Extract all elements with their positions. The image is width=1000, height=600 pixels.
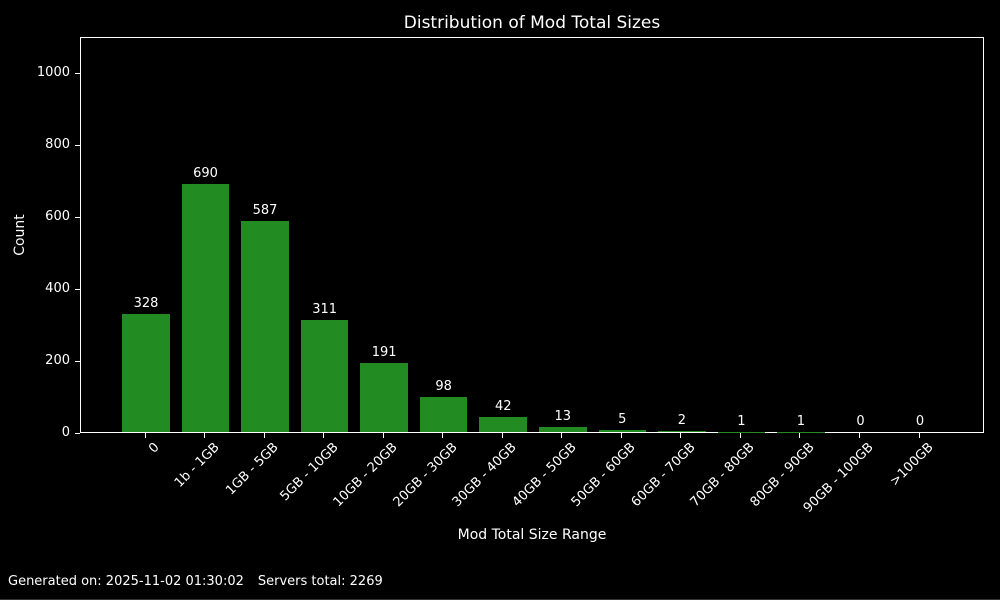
- y-tick: [75, 288, 80, 290]
- x-tick: [561, 433, 563, 438]
- x-tick: [858, 433, 860, 438]
- x-tick: [680, 433, 682, 438]
- x-tick: [382, 433, 384, 438]
- bar-value-label: 1: [737, 413, 746, 429]
- x-tick: [263, 433, 265, 438]
- y-tick-label: 600: [45, 209, 70, 224]
- x-tick: [739, 433, 741, 438]
- bar-value-label: 690: [193, 165, 218, 181]
- bar-value-label: 191: [371, 345, 397, 361]
- bar: [122, 313, 170, 432]
- bar: [658, 431, 706, 432]
- y-tick: [75, 360, 80, 362]
- bar-value-label: 2: [677, 413, 686, 429]
- x-axis-label: Mod Total Size Range: [457, 527, 607, 543]
- servers-total-text: Servers total: 2269: [257, 574, 383, 589]
- footer: Generated on: 2025-11-02 01:30:02 Servers…: [8, 574, 383, 589]
- x-tick: [442, 433, 444, 438]
- x-tick: [620, 433, 622, 438]
- y-tick: [75, 432, 80, 434]
- y-tick: [75, 72, 80, 74]
- y-tick-label: 800: [45, 137, 70, 152]
- x-tick: [204, 433, 206, 438]
- y-tick-label: 1000: [36, 65, 70, 80]
- plot-area: 328 690 587 311 191 98 42 13 5 2 1 1 0 0: [80, 37, 984, 433]
- x-tick-label: 0: [146, 440, 163, 457]
- y-tick: [75, 144, 80, 146]
- bar-value-label: 0: [915, 414, 925, 429]
- bar: [598, 430, 647, 432]
- y-tick-label: 200: [45, 353, 70, 368]
- x-tick: [144, 433, 146, 438]
- x-tick: [323, 433, 325, 438]
- bar: [419, 396, 468, 432]
- generated-on-text: Generated on: 2025-11-02 01:30:02: [8, 574, 244, 589]
- bar-value-label: 328: [133, 295, 159, 311]
- x-tick: [501, 433, 503, 438]
- chart-title: Distribution of Mod Total Sizes: [403, 13, 661, 33]
- bar-value-label: 587: [252, 202, 278, 218]
- x-tick-label: 1b - 1GB: [171, 440, 223, 491]
- x-tick-label: >100GB: [887, 440, 937, 490]
- bar-value-label: 0: [856, 414, 865, 429]
- bar-value-label: 1: [796, 413, 806, 429]
- bar: [538, 427, 587, 432]
- bar: [241, 220, 289, 432]
- x-tick: [799, 433, 801, 438]
- bar-value-label: 13: [554, 409, 572, 425]
- bar-value-label: 42: [494, 398, 512, 414]
- bar-value-label: 98: [435, 378, 452, 394]
- bar: [479, 416, 528, 432]
- y-tick-label: 400: [45, 281, 70, 296]
- y-tick-label: 0: [61, 425, 70, 440]
- bar: [360, 363, 408, 432]
- bar-value-label: 5: [618, 412, 627, 428]
- x-tick-label: 1GB - 5GB: [223, 440, 282, 499]
- x-tick: [918, 433, 920, 438]
- x-tick-label: 5GB - 10GB: [277, 440, 342, 505]
- bar-value-label: 311: [312, 302, 338, 318]
- bar: [300, 320, 349, 432]
- bar: [181, 183, 230, 432]
- y-tick: [75, 216, 80, 218]
